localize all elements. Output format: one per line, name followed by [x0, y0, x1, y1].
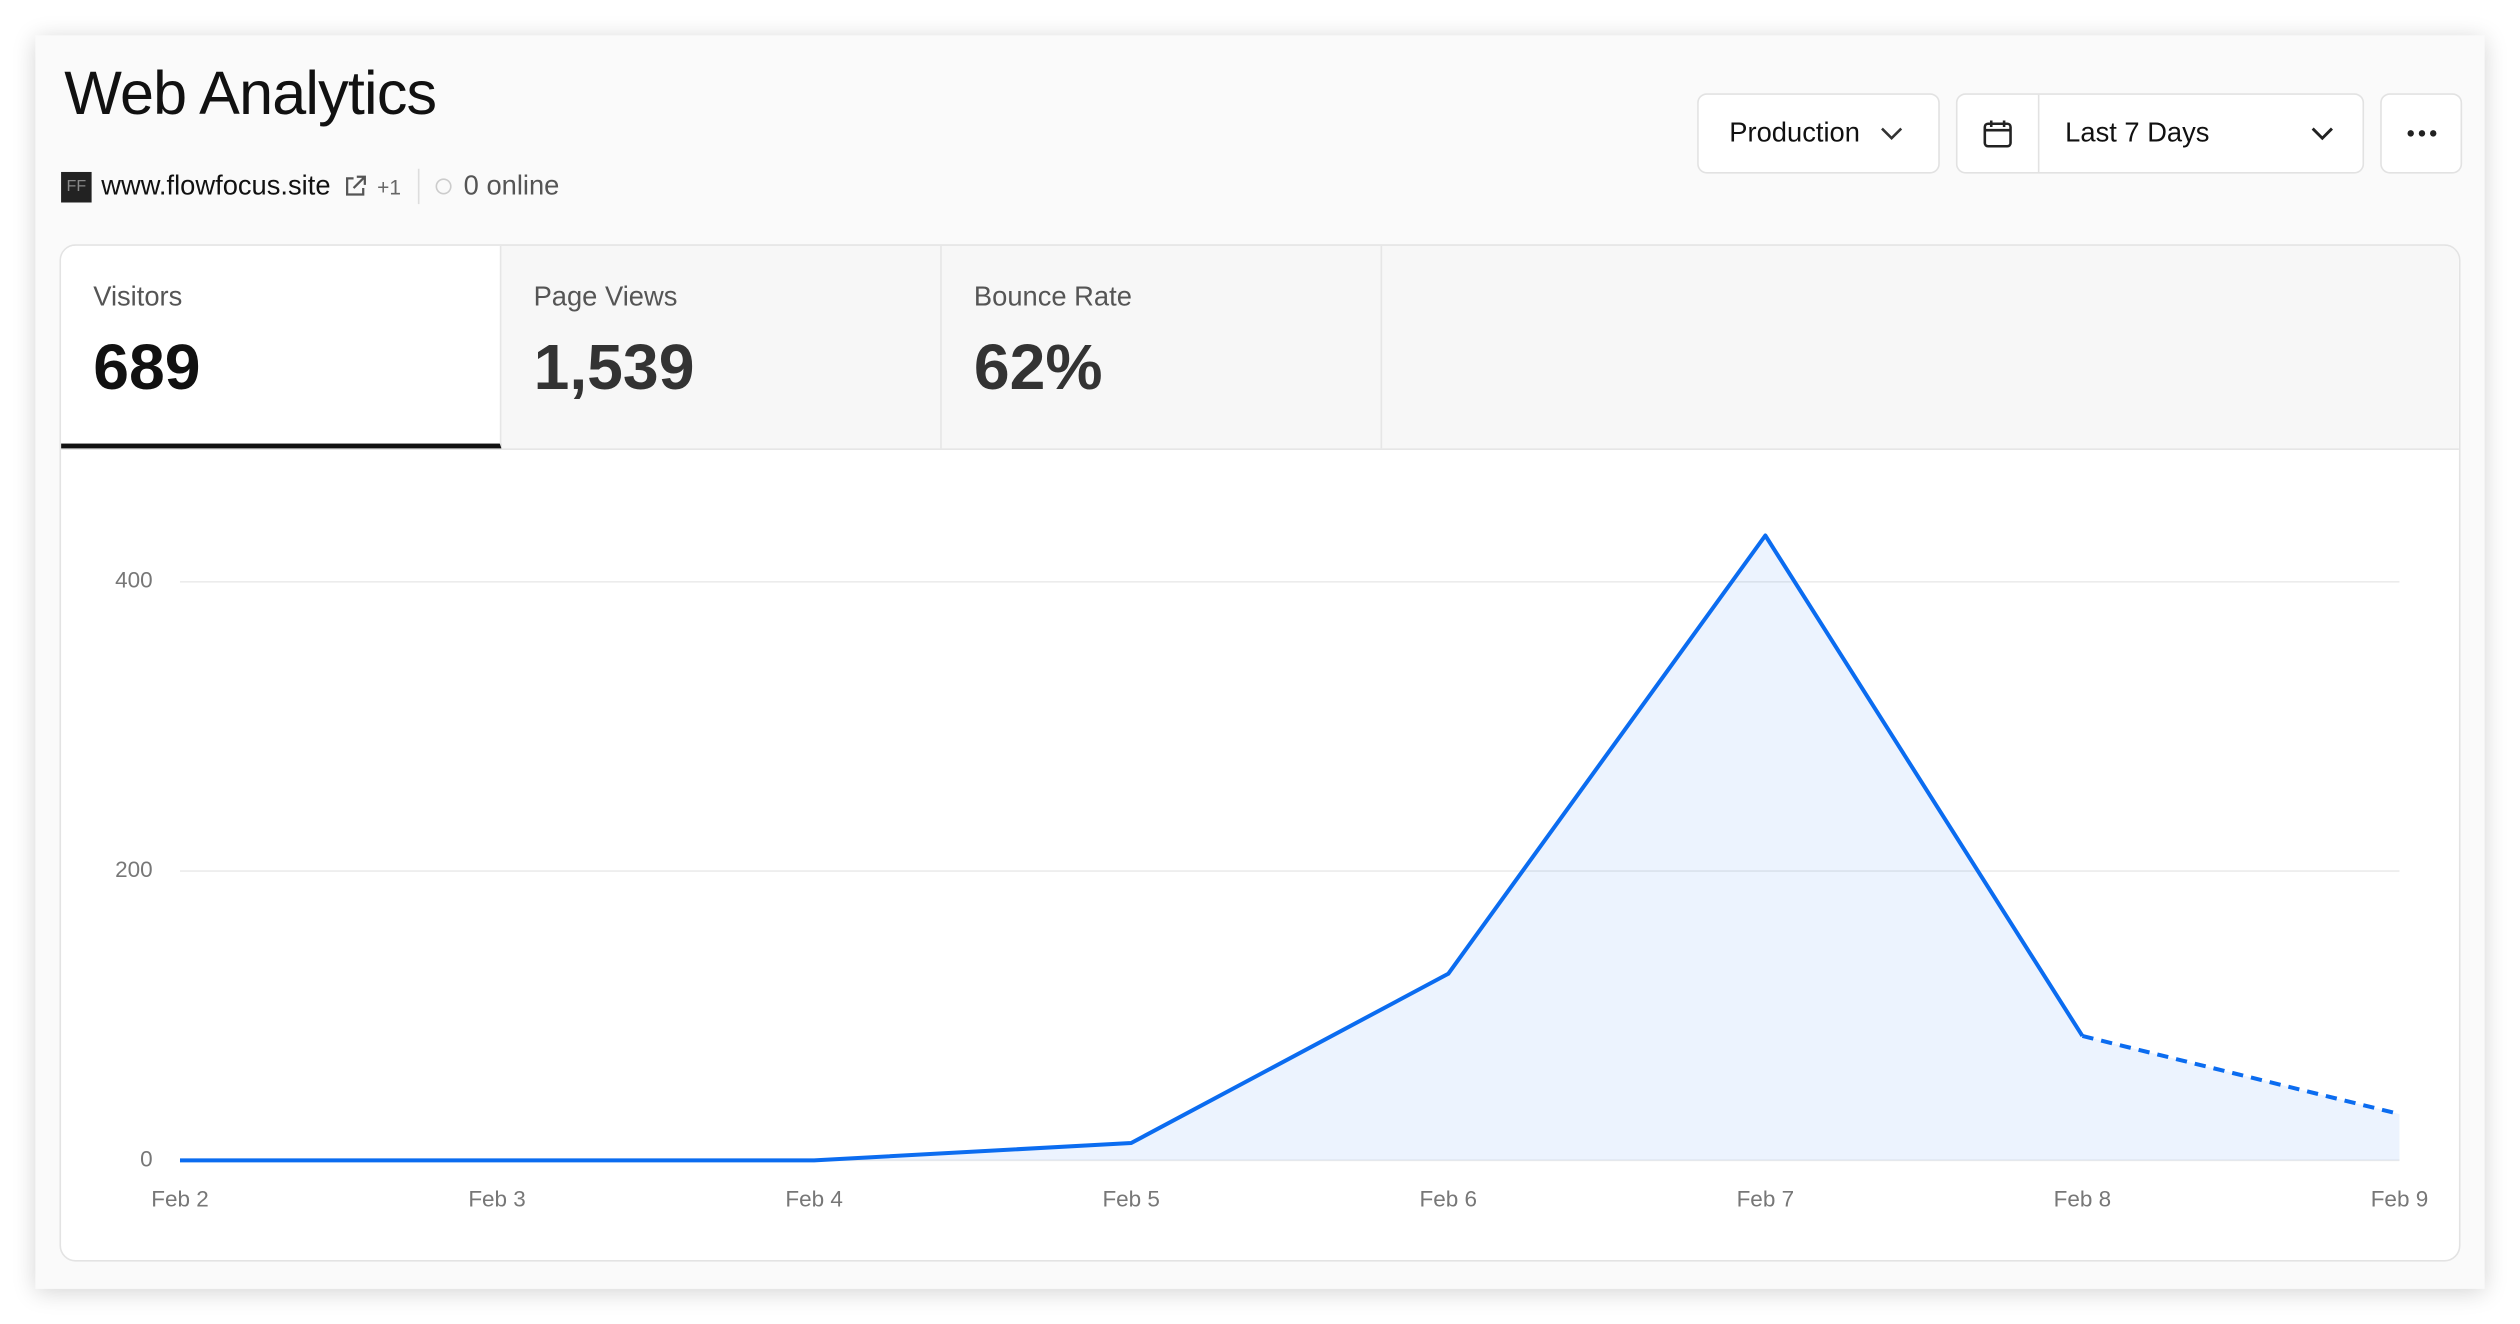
- analytics-panel: Visitors 689 Page Views 1,539 Bounce Rate 62%: [59, 244, 2461, 1262]
- x-tick-label: Feb 9: [2371, 1186, 2429, 1211]
- x-tick-label: Feb 7: [1737, 1186, 1795, 1211]
- external-link-icon[interactable]: [342, 174, 368, 200]
- environment-label: Production: [1729, 117, 1860, 148]
- metric-label: Bounce Rate: [973, 281, 1132, 312]
- line: [179, 533, 2085, 1163]
- line-projection: [2081, 1034, 2400, 1117]
- x-tick-label: Feb 5: [1102, 1186, 1160, 1211]
- online-text: 0 online: [463, 170, 560, 201]
- x-tick-label: Feb 4: [785, 1186, 842, 1211]
- chevron-icon: [1881, 127, 1903, 141]
- metric-value: 1,539: [533, 332, 695, 404]
- online-status: 0 online: [434, 170, 560, 202]
- metric-tab[interactable]: Bounce Rate 62%: [942, 245, 1383, 449]
- metric-value: 62%: [973, 332, 1103, 404]
- calendar-icon: [1983, 120, 2012, 148]
- site-logo: FF: [61, 171, 92, 202]
- y-tick-label: 0: [140, 1146, 153, 1171]
- x-tick-label: Feb 6: [1420, 1186, 1478, 1211]
- more-icon: [2406, 130, 2436, 137]
- separator: [417, 168, 419, 205]
- metric-tab[interactable]: Page Views 1,539: [501, 245, 942, 449]
- metric-label: Page Views: [533, 281, 678, 312]
- chevron-icon: [2311, 127, 2333, 141]
- calendar-button[interactable]: [1957, 94, 2040, 172]
- site-link[interactable]: www.flowfocus.site: [101, 170, 331, 201]
- metric-tabs: Visitors 689 Page Views 1,539 Bounce Rate 62%: [61, 245, 2459, 450]
- more-button[interactable]: [2380, 93, 2463, 174]
- x-tick-label: Feb 3: [468, 1186, 526, 1211]
- y-tick-label: 200: [115, 857, 153, 882]
- metric-tab[interactable]: Visitors 689: [61, 245, 502, 449]
- date-range-select[interactable]: Last 7 Days: [1955, 93, 2365, 174]
- metric-label: Visitors: [93, 281, 183, 312]
- page-title: Web Analytics: [64, 61, 437, 129]
- online-dot: [434, 178, 451, 195]
- metric-value: 689: [93, 332, 201, 404]
- y-tick-label: 400: [115, 568, 153, 593]
- date-range-label: Last 7 Days: [2065, 117, 2210, 148]
- site-row: FF www.flowfocus.site +1 0 online: [61, 168, 560, 205]
- extra-sites[interactable]: +1: [377, 174, 401, 199]
- environment-select[interactable]: Production: [1697, 93, 1940, 174]
- x-tick-label: Feb 2: [151, 1186, 209, 1211]
- area: [179, 535, 2400, 1161]
- x-tick-label: Feb 8: [2054, 1186, 2112, 1211]
